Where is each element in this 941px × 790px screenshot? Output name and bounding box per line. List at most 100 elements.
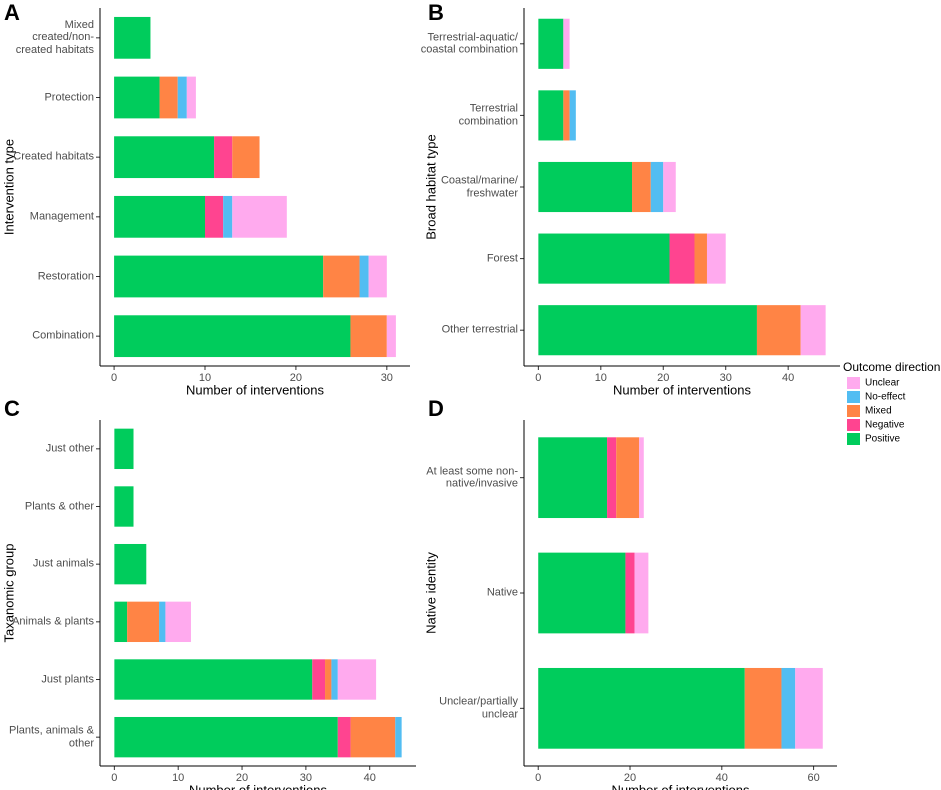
bar-segment (127, 601, 160, 643)
x-tick-label: 0 (111, 372, 117, 384)
bar-segment (625, 552, 635, 634)
bar-segment (325, 659, 332, 700)
bar-segment (114, 195, 205, 238)
x-tick-label: 20 (624, 772, 636, 784)
bar-segment (538, 233, 670, 284)
x-tick-label: 40 (364, 772, 376, 784)
bar-segment (114, 315, 351, 358)
bar-segment (232, 195, 287, 238)
legend-label: Mixed (865, 406, 892, 417)
legend-title: Outcome direction (843, 360, 940, 374)
bar-segment (694, 233, 707, 284)
x-tick-label: 0 (535, 772, 541, 784)
legend-key (847, 419, 860, 431)
bar-segment (114, 136, 215, 179)
y-tick-label: Forest (486, 252, 518, 265)
bar-segment (205, 195, 224, 238)
legend-label: No-effect (865, 392, 906, 403)
bar-segment (569, 90, 576, 141)
y-tick-label: Terrestrial combination (458, 102, 518, 128)
y-axis-title: Native identity (423, 552, 438, 634)
bar-segment (114, 76, 160, 119)
y-tick-label: Management (29, 210, 94, 223)
y-tick-label: Unclear/partially unclear (439, 695, 518, 721)
bar-segment (114, 16, 151, 59)
y-axis-title: Broad habitat type (423, 134, 438, 240)
bar-segment (744, 667, 782, 749)
bar-segment (781, 667, 796, 749)
x-axis-title: Number of interventions (613, 382, 752, 397)
legend-label: Positive (865, 434, 900, 445)
bar-segment (165, 601, 191, 643)
panel-label: C (4, 396, 20, 421)
bar-segment (114, 716, 338, 758)
legend-key (847, 377, 860, 389)
bar-segment (337, 659, 377, 700)
bar-segment (639, 437, 644, 519)
x-tick-label: 0 (111, 772, 117, 784)
x-tick-label: 30 (300, 772, 312, 784)
bar-segment (563, 18, 570, 69)
bar-segment (634, 552, 649, 634)
bar-segment (214, 136, 233, 179)
bar-segment (795, 667, 823, 749)
legend-key (847, 391, 860, 403)
y-tick-label: Restoration (37, 270, 94, 283)
bar-segment (350, 716, 396, 758)
y-tick-label: Animals & plants (12, 615, 94, 628)
bar-segment (538, 18, 564, 69)
bar-segment (186, 76, 196, 119)
bar-segment (538, 305, 757, 356)
bar-segment (159, 601, 166, 643)
panel-label: A (4, 0, 20, 25)
y-tick-label: Other terrestrial (441, 323, 518, 336)
bar-segment (312, 659, 326, 700)
x-tick-label: 0 (535, 372, 541, 384)
y-tick-label: Mixed created/non- created habitats (15, 18, 94, 57)
bar-segment (632, 161, 651, 213)
bar-segment (232, 136, 260, 179)
y-tick-label: Protection (44, 91, 94, 104)
y-tick-label: Just other (45, 442, 94, 455)
y-axis-title: Intervention type (1, 139, 16, 235)
panel-label: D (428, 396, 444, 421)
x-tick-label: 20 (236, 772, 248, 784)
bar-segment (386, 315, 396, 358)
y-tick-label: Native (486, 586, 518, 599)
bar-segment (223, 195, 233, 238)
legend-label: Negative (865, 420, 905, 431)
legend-key (847, 405, 860, 417)
bar-segment (607, 437, 617, 519)
x-tick-label: 40 (716, 772, 728, 784)
bar-segment (800, 305, 826, 356)
bar-segment (538, 437, 608, 519)
bar-segment (114, 543, 147, 585)
x-tick-label: 20 (290, 372, 302, 384)
bar-segment (663, 161, 676, 213)
panel-label: B (428, 0, 444, 25)
bar-segment (538, 667, 745, 749)
bar-segment (114, 486, 134, 527)
bar-segment (177, 76, 187, 119)
bar-segment (395, 716, 402, 758)
bar-segment (616, 437, 640, 519)
x-axis-title: Number of interventions (611, 782, 750, 790)
y-tick-label: Created habitats (13, 150, 94, 163)
legend-key (847, 433, 860, 445)
bar-segment (650, 161, 664, 213)
bar-segment (114, 659, 313, 700)
bar-segment (538, 161, 633, 213)
bar-segment (359, 255, 369, 298)
x-tick-label: 10 (199, 372, 211, 384)
y-tick-label: Combination (32, 329, 94, 342)
x-axis-title: Number of interventions (189, 782, 328, 790)
y-tick-label: At least some non- native/invasive (426, 465, 518, 490)
y-tick-label: Just animals (32, 557, 94, 570)
bar-segment (563, 90, 570, 141)
y-tick-label: Just plants (41, 673, 94, 686)
x-tick-label: 30 (720, 372, 732, 384)
x-axis-title: Number of interventions (186, 382, 325, 397)
bar-segment (756, 305, 801, 356)
bar-segment (538, 552, 626, 634)
